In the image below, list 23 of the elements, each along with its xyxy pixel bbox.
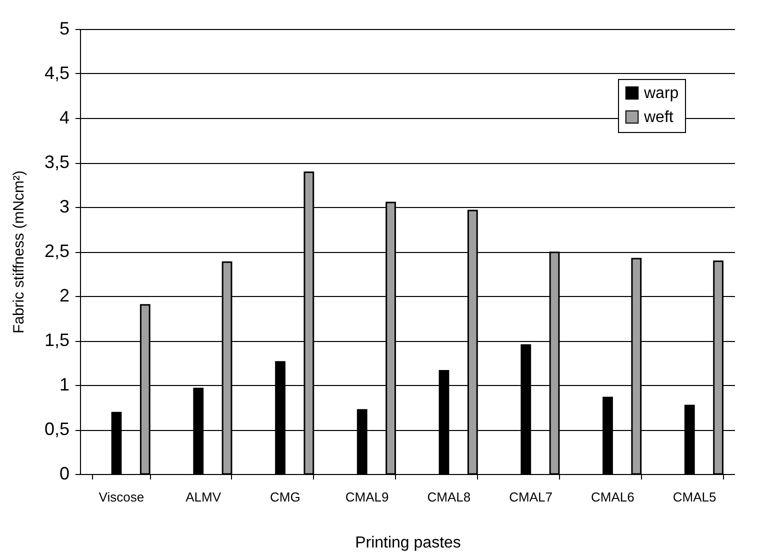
legend-label: weft <box>643 109 674 126</box>
y-tick-label: 2,5 <box>44 241 70 261</box>
y-tick-label: 4 <box>59 108 70 128</box>
x-tick-label: CMG <box>270 490 300 504</box>
y-tick-label: 2 <box>59 286 70 306</box>
x-tick-label: CMAL6 <box>591 490 634 504</box>
y-tick-label: 0 <box>59 464 70 484</box>
y-tick-label: 1,5 <box>44 330 70 350</box>
y-tick-label: 3 <box>59 196 70 216</box>
x-tick-label: CMAL5 <box>672 490 716 504</box>
y-tick-label: 4,5 <box>44 63 70 83</box>
x-axis-title: Printing pastes <box>355 534 461 552</box>
y-tick-label: 5 <box>59 18 70 38</box>
y-tick-label: 3,5 <box>44 152 70 172</box>
x-tick-label: CMAL8 <box>427 490 471 504</box>
y-tick-label: 0,5 <box>44 419 70 439</box>
y-axis-title: Fabric stiffness (mNcm²) <box>10 170 28 334</box>
x-tick-label: ALMV <box>186 490 222 504</box>
x-tick-label: Viscose <box>98 490 144 504</box>
legend-label: warp <box>643 85 679 102</box>
x-tick-label: CMAL9 <box>345 490 389 504</box>
x-tick-label: CMAL7 <box>509 490 552 504</box>
y-tick-label: 1 <box>59 374 70 394</box>
